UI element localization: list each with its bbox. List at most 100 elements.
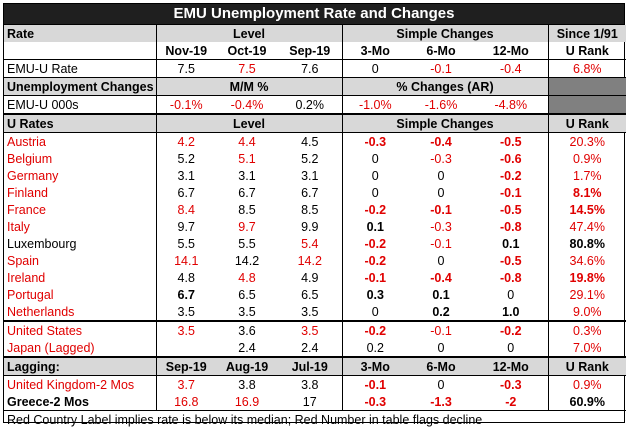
cell: 0 [437,377,445,392]
cell: 0.2 [432,304,450,319]
country-name: Ireland [4,269,157,286]
cell: 3.5 [278,321,343,339]
cell: 3.5 [278,303,343,321]
row-label: EMU-U Rate [4,59,157,78]
cell [156,339,216,357]
other-row: United States 3.5 3.6 3.5 -0.2 -0.1 -0.2… [4,321,627,339]
cell: 0 [474,286,549,303]
change-col: 12-Mo [474,42,549,60]
cell: -0.1 [430,236,452,251]
cell: 0.1 [432,287,450,302]
month-col: Aug-19 [225,359,269,374]
cell: 9.7 [177,219,195,234]
cell: -0.4% [230,97,264,112]
cell: 29.1% [569,287,605,302]
country-name: United States [4,321,157,339]
lagging-header: Lagging: Sep-19 Aug-19 Jul-19 3-Mo 6-Mo … [4,357,627,376]
cell: -0.2 [364,236,387,251]
cell: 47.4% [569,219,605,234]
country-name: Luxembourg [4,235,157,252]
cell: 3.5 [177,304,195,319]
emu-000s-row: EMU-U 000s -0.1% -0.4% 0.2% -1.0% -1.6% … [4,95,627,114]
cell: 0.1 [366,219,384,234]
country-row: Austria 4.2 4.4 4.5 -0.3 -0.4 -0.5 20.3% [4,132,627,150]
country-name: Finland [4,184,157,201]
cell: 7.5 [238,61,256,76]
cell: 8.1% [573,185,602,200]
country-row: Portugal 6.7 6.5 6.5 0.3 0.1 0 29.1% [4,286,626,303]
header-row-1: Rate Level Simple Changes Since 1/91 [4,25,627,42]
urank-header: U Rank [565,43,609,58]
cell: -0.1% [169,97,203,112]
month-col: Jul-19 [278,357,343,376]
country-row: Belgium 5.2 5.1 5.2 0 -0.3 -0.6 0.9% [4,150,626,167]
simple-changes-header: Simple Changes [342,114,549,133]
cell: -0.1 [474,184,549,201]
cell: 0.1 [474,235,549,252]
cell: -0.4 [430,270,452,285]
cell: 4.8 [238,270,256,285]
country-name: Japan (Lagged) [4,339,157,357]
pct-header: % Changes (AR) [342,77,549,96]
cell: 3.8 [238,377,256,392]
country-row: Germany 3.1 3.1 3.1 0 0 -0.2 1.7% [4,167,626,184]
since-header: Since 1/91 [556,26,618,41]
cell: 3.6 [238,323,256,338]
country-row: Luxembourg 5.5 5.5 5.4 -0.2 -0.1 0.1 80.… [4,235,626,252]
cell: 6.5 [278,286,343,303]
cell: -0.8 [474,269,549,286]
cell: -2 [474,393,549,411]
cell: 8.4 [177,202,195,217]
cell: -0.2 [364,202,387,217]
cell: 4.9 [278,269,343,286]
country-name: United Kingdom-2 Mos [4,375,157,393]
cell: -0.3 [430,219,452,234]
cell: 0 [371,304,379,319]
cell: -0.1 [430,61,452,76]
change-col: 6-Mo [426,43,456,58]
cell: 17 [278,393,343,411]
cell: -0.6 [474,150,549,167]
cell: -0.1 [364,377,387,392]
rate-header: Rate [4,25,157,42]
country-name: Greece-2 Mos [4,393,157,411]
cell: -1.6% [424,97,458,112]
month-col: Nov-19 [165,43,208,58]
cell: -0.2 [364,253,387,268]
cell: 9.7 [238,219,256,234]
emu-rate-row: EMU-U Rate 7.5 7.5 7.6 0 -0.1 -0.4 6.8% [4,59,627,78]
cell: 3.1 [177,168,195,183]
cell: -1.0% [358,97,392,112]
country-name: Netherlands [4,303,157,321]
urates-header: U Rates Level Simple Changes U Rank [4,114,627,133]
cell: -0.3 [364,134,387,149]
urates-label: U Rates [4,114,157,133]
country-row: Ireland 4.8 4.8 4.9 -0.1 -0.4 -0.8 19.8% [4,269,626,286]
cell: 6.7 [238,185,256,200]
unemployment-table-panel: EMU Unemployment Rate and Changes Rate L… [3,3,627,427]
cell: 4.8 [177,270,195,285]
cell: -1.3 [430,394,452,409]
cell: 6.8% [573,61,602,76]
country-row: France 8.4 8.5 8.5 -0.2 -0.1 -0.5 14.5% [4,201,626,218]
country-row: Spain 14.1 14.2 14.2 -0.2 0 -0.5 34.6% [4,252,626,269]
cell: 0 [437,185,445,200]
country-row: Netherlands 3.5 3.5 3.5 0 0.2 1.0 9.0% [4,303,626,321]
cell: 0.2 [366,340,384,355]
cell: -0.8 [474,218,549,235]
cell: 0 [437,340,445,355]
month-col: Oct-19 [227,43,267,58]
country-name: Austria [4,132,157,150]
cell: -0.2 [474,167,549,184]
cell: -0.3 [364,394,387,409]
row-label: Unemployment Changes [4,77,157,96]
cell: 20.3% [569,134,605,149]
cell: 0 [437,253,445,268]
cell: 4.4 [238,134,256,149]
cell: 0.9% [573,377,602,392]
cell: 3.7 [177,377,195,392]
cell: 1.7% [573,168,602,183]
cell: 3.5 [177,323,195,338]
cell: 14.2 [234,253,260,268]
row-label: EMU-U 000s [4,95,157,114]
